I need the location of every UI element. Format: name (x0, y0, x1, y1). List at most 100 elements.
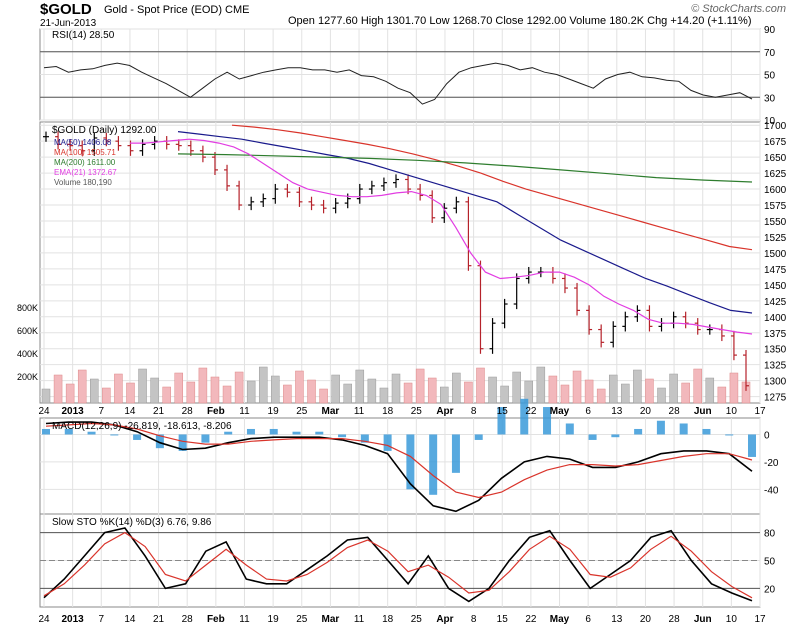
price-tick-label: 1675 (764, 137, 787, 148)
macd-histogram-bar (155, 434, 164, 449)
chart-symbol: $GOLD (40, 1, 92, 18)
macd-tick-label: -20 (764, 458, 779, 469)
volume-bar (355, 369, 365, 404)
x-tick-label: 21 (153, 406, 165, 417)
legend-ma100: MA(100) 1505.71 (54, 148, 116, 157)
macd-histogram-bar (87, 431, 96, 435)
moving-average-line (130, 138, 753, 335)
macd-histogram-bar (269, 428, 278, 435)
volume-bar (222, 385, 232, 404)
macd-histogram-bar (224, 431, 233, 435)
x-tick-label: Mar (322, 406, 340, 417)
volume-bar (476, 367, 485, 404)
x-tick-label-bottom: 14 (124, 614, 136, 625)
x-tick-label-bottom: 2013 (62, 614, 85, 625)
volume-bar (186, 381, 196, 404)
x-tick-label: 19 (268, 406, 280, 417)
sto-tick-label: 20 (764, 584, 776, 595)
macd-tick-label: -40 (764, 485, 779, 496)
macd-histogram-bar (110, 434, 119, 436)
volume-bar (560, 384, 570, 404)
x-tick-label-bottom: 6 (585, 614, 591, 625)
volume-bar (729, 372, 739, 404)
volume-bar (234, 371, 244, 404)
volume-bar (584, 379, 594, 404)
rsi-line (43, 62, 753, 105)
x-tick-label-bottom: 22 (525, 614, 537, 625)
price-tick-label: 1550 (764, 217, 787, 228)
x-tick-label-bottom: Jun (694, 614, 712, 625)
chart-instrument: Gold - Spot Price (EOD) CME (104, 4, 250, 16)
macd-histogram-bar (748, 434, 756, 457)
volume-bar (102, 387, 111, 404)
volume-bar (548, 375, 558, 404)
macd-histogram-bar (360, 434, 369, 443)
x-tick-label: 24 (38, 406, 50, 417)
macd-histogram-bar (133, 434, 142, 440)
volume-bar (391, 373, 401, 404)
x-tick-label: Apr (436, 406, 453, 417)
moving-average-line (231, 124, 753, 251)
sto-d-line (43, 531, 753, 599)
legend-volume: Volume 180,190 (54, 178, 112, 187)
x-tick-label: 6 (585, 406, 591, 417)
price-panel (39, 121, 761, 404)
x-tick-label-bottom: 15 (497, 614, 509, 625)
x-tick-label-bottom: 20 (640, 614, 652, 625)
volume-bar (367, 378, 377, 404)
volume-bar (500, 385, 509, 404)
macd-legend: MACD(12,26,9) -26.819, -18.613, -8.206 (52, 421, 232, 432)
volume-bar (596, 388, 606, 404)
volume-bar (488, 376, 497, 404)
x-tick-label-bottom: 17 (754, 614, 766, 625)
macd-signal-line (45, 422, 753, 499)
macd-histogram-bar (679, 423, 688, 435)
x-tick-label-bottom: 24 (38, 614, 50, 625)
price-tick-label: 1350 (764, 345, 787, 356)
x-tick-label: 28 (669, 406, 681, 417)
price-legend: $GOLD (Daily) 1292.00 (52, 125, 157, 136)
price-tick-label: 1425 (764, 297, 787, 308)
volume-bar (138, 368, 147, 404)
x-tick-label-bottom: 28 (669, 614, 681, 625)
volume-bar (415, 368, 425, 404)
x-tick-label: 11 (354, 406, 365, 417)
x-tick-label: 14 (124, 406, 136, 417)
price-tick-label: 1525 (764, 233, 787, 244)
volume-bar (621, 383, 630, 404)
legend-ema21: EMA(21) 1372.67 (54, 168, 117, 177)
x-tick-label: 13 (611, 406, 623, 417)
volume-bar (633, 369, 642, 404)
x-tick-label: 20 (640, 406, 652, 417)
price-tick-label: 1475 (764, 265, 787, 276)
macd-histogram-bar (178, 434, 187, 451)
moving-average-line (177, 153, 753, 183)
exchange-label: CME (225, 4, 250, 16)
x-tick-label-bottom: Mar (322, 614, 340, 625)
x-tick-label: 25 (296, 406, 308, 417)
price-tick-label: 1575 (764, 201, 787, 212)
macd-histogram-bar (497, 407, 506, 435)
volume-bar (271, 375, 280, 404)
x-tick-label-bottom: 18 (382, 614, 394, 625)
volume-bar (343, 383, 352, 404)
volume-bar (319, 388, 328, 404)
macd-histogram-bar (201, 434, 210, 443)
volume-label: Volume (569, 15, 607, 27)
x-tick-label: May (550, 406, 570, 417)
macd-histogram-bar (406, 434, 415, 490)
x-tick-label: 22 (525, 406, 537, 417)
volume-bar (77, 369, 87, 404)
price-tick-label: 1450 (764, 281, 787, 292)
high-value: 1301.70 (386, 15, 427, 27)
volume-bar (41, 388, 51, 404)
low-value: 1268.70 (452, 15, 493, 27)
legend-ma50: MA(50) 1406.08 (54, 138, 112, 147)
volume-bar (295, 370, 304, 404)
instrument-name: Gold - Spot Price (EOD) (104, 4, 222, 16)
macd-histogram-bar (520, 398, 529, 435)
x-tick-label-bottom: 11 (354, 614, 365, 625)
volume-bar (572, 370, 582, 404)
x-tick-label-bottom: 10 (726, 614, 738, 625)
volume-bar (283, 384, 292, 404)
